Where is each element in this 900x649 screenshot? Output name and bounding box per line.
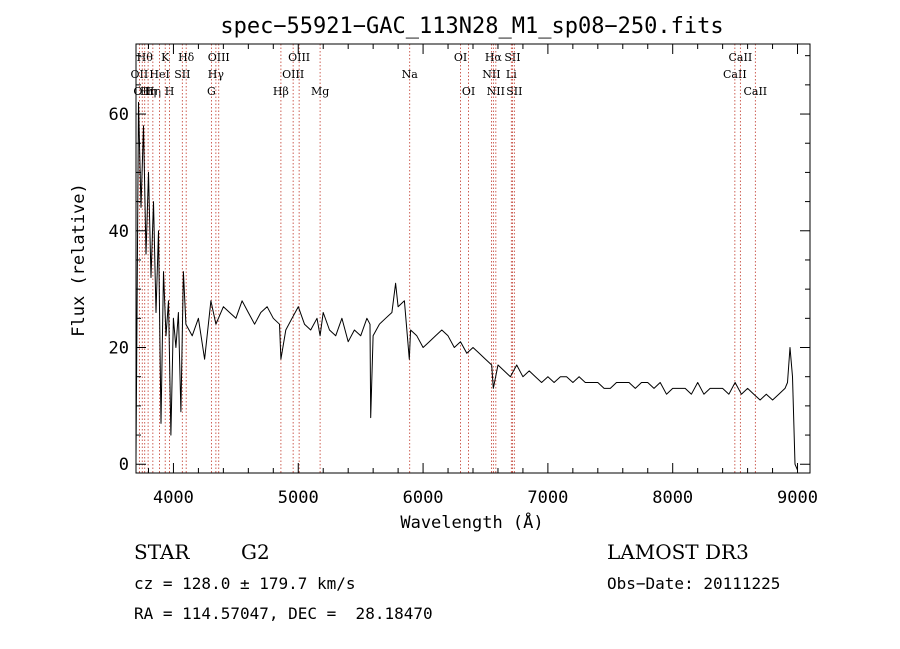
line-mark-label: Mg xyxy=(311,85,329,98)
line-mark-label: HeI xyxy=(149,68,169,81)
line-mark-label: SII xyxy=(504,51,520,64)
line-mark-label: CaII xyxy=(729,51,753,64)
line-mark-label: SII xyxy=(174,68,190,81)
series-layer xyxy=(135,101,798,471)
line-mark-label: SII xyxy=(506,85,522,98)
x-tick-label: 6000 xyxy=(403,488,444,508)
line-mark-label: Hδ xyxy=(178,51,195,64)
object-class: STAR xyxy=(134,540,190,564)
y-tick-label: 20 xyxy=(109,339,129,359)
y-tick-label: 0 xyxy=(119,455,129,475)
line-mark-label: CaII xyxy=(723,68,747,81)
line-mark-label: Li xyxy=(506,68,517,81)
y-tick-label: 40 xyxy=(109,222,129,242)
x-tick-label: 8000 xyxy=(652,488,693,508)
line-mark-label: G xyxy=(207,85,216,98)
line-mark-label: OI xyxy=(462,85,475,98)
line-mark-label: OII xyxy=(131,68,149,81)
x-tick-label: 4000 xyxy=(153,488,194,508)
chart-title: spec−55921−GAC_113N28_M1_sp08−250.fits xyxy=(220,14,723,39)
line-mark-label: Hθ xyxy=(137,51,154,64)
observation-date: Obs−Date: 20111225 xyxy=(607,574,781,593)
line-mark-label: NII xyxy=(487,85,505,98)
x-tick-label: 5000 xyxy=(278,488,319,508)
line-mark-label: OIII xyxy=(282,68,304,81)
x-tick-label: 9000 xyxy=(777,488,818,508)
line-mark-label: Hη xyxy=(140,85,156,98)
line-mark-label: Hβ xyxy=(273,85,289,98)
axes-layer: 4000 5000 6000 7000 8000 9000 0 20 40 60 xyxy=(109,43,818,508)
line-mark-label: Hγ xyxy=(208,68,225,81)
redshift-velocity: cz = 128.0 ± 179.7 km/s xyxy=(134,574,356,593)
y-axis-label: Flux (relative) xyxy=(69,183,89,337)
x-axis-label: Wavelength (Å) xyxy=(400,511,543,533)
x-tick-label: 7000 xyxy=(527,488,568,508)
line-mark-label: K xyxy=(161,51,170,64)
line-mark-label: CaII xyxy=(743,85,767,98)
line-mark-label: Hη xyxy=(145,85,161,98)
spectrum-series-line xyxy=(135,101,798,471)
object-subclass: G2 xyxy=(241,540,270,564)
line-mark-label: OIII xyxy=(288,51,310,64)
coordinates: RA = 114.57047, DEC = 28.18470 xyxy=(134,604,433,623)
line-mark-label: Na xyxy=(402,68,419,81)
line-mark-label: OII xyxy=(133,85,151,98)
plot-frame xyxy=(135,43,811,474)
line-mark-label: OI xyxy=(454,51,467,64)
line-mark-label: NII xyxy=(482,68,500,81)
line-mark-label: Hα xyxy=(485,51,503,64)
y-tick-label: 60 xyxy=(109,105,129,125)
line-mark-label: H xyxy=(165,85,175,98)
line-mark-label: OIII xyxy=(208,51,230,64)
survey-name: LAMOST DR3 xyxy=(607,540,749,564)
